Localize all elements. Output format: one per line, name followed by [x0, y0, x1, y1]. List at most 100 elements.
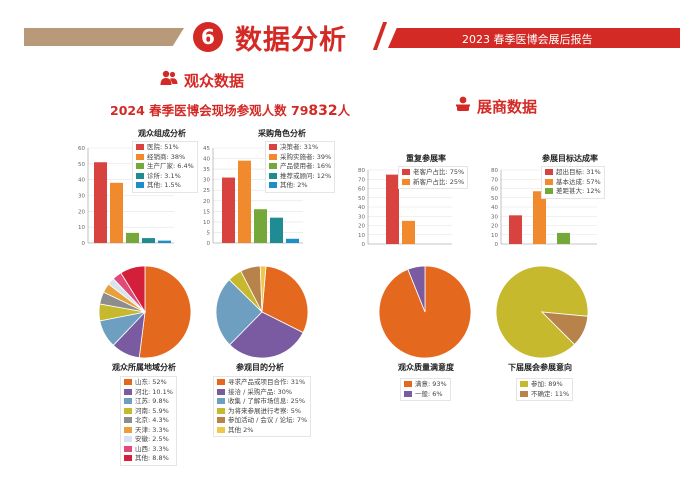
- legend-swatch: [136, 182, 144, 188]
- legend-swatch: [124, 398, 132, 404]
- legend-label: 新客户占比: 25%: [413, 177, 465, 186]
- region-chart-title: 观众所属地域分析: [112, 363, 176, 372]
- legend-swatch: [269, 163, 277, 169]
- y-tick-label: 20: [491, 224, 498, 230]
- bar-composition-0: [94, 162, 107, 243]
- slice-purpose-1: [229, 311, 304, 359]
- legend-label: 一般: 6%: [415, 389, 443, 398]
- slice-purpose-0: [261, 265, 309, 334]
- intent-chart-title: 下届展会参展意向: [508, 363, 572, 372]
- legend-label: 产品使用者: 16%: [280, 162, 332, 170]
- legend-swatch: [404, 390, 412, 397]
- report-banner: [388, 28, 680, 48]
- legend-item: 医院: 51%: [136, 143, 194, 153]
- bar-goal-2: [557, 232, 570, 244]
- repeat-legend: 老客户占比: 75% 新客户占比: 25%: [398, 166, 469, 189]
- legend-swatch: [124, 379, 132, 385]
- legend-swatch: [402, 178, 410, 185]
- bar-role-1: [238, 160, 251, 243]
- y-tick-label: 0: [207, 241, 211, 247]
- legend-item: 接洽 / 采购产品: 30%: [217, 388, 307, 398]
- y-tick-label: 10: [491, 233, 498, 239]
- legend-label: 江苏: 9.8%: [135, 397, 169, 405]
- y-tick-label: 60: [358, 187, 365, 193]
- legend-swatch: [217, 417, 225, 423]
- y-tick-label: 0: [362, 242, 366, 248]
- role-legend: 决策者: 31% 采购实施者: 39% 产品使用者: 16% 推荐或顾问: 12% 其他…: [265, 141, 336, 193]
- legend-swatch: [217, 426, 225, 433]
- slice-satisfaction-1: [407, 265, 426, 313]
- legend-swatch: [136, 163, 144, 169]
- legend-label: 为将来参展进行考察: 5%: [228, 406, 302, 415]
- legend-label: 接洽 / 采购产品: 30%: [228, 387, 293, 396]
- page-title: 数据分析: [235, 25, 347, 56]
- legend-swatch: [269, 182, 277, 188]
- purpose-legend: 寻求产品或项目合作: 31% 接洽 / 采购产品: 30% 收集 / 了解市场信息:…: [213, 376, 312, 437]
- bar-goal-0: [509, 215, 522, 244]
- legend-label: 其他 2%: [228, 425, 254, 434]
- goal-chart-title: 参展目标达成率: [542, 154, 598, 163]
- y-tick-label: 50: [78, 162, 85, 168]
- legend-item: 寻求产品或项目合作: 31%: [217, 378, 307, 388]
- legend-item: 满意: 93%: [404, 380, 447, 390]
- region-legend: 山东: 52% 河北: 10.1% 江苏: 9.8% 河南: 5.9% 北京: 4.3%…: [120, 376, 177, 466]
- legend-label: 采购实施者: 39%: [280, 152, 332, 161]
- legend-label: 经销商: 38%: [147, 152, 186, 161]
- bar-goal-1: [533, 191, 546, 244]
- y-tick-label: 20: [78, 209, 85, 215]
- legend-swatch: [136, 144, 144, 150]
- purpose-chart-title: 参观目的分析: [236, 363, 284, 372]
- legend-swatch: [269, 172, 277, 179]
- legend-label: 天津: 3.3%: [135, 425, 169, 434]
- role-chart-title: 采购角色分析: [258, 129, 306, 138]
- legend-swatch: [520, 381, 528, 387]
- y-tick-label: 40: [78, 178, 85, 184]
- legend-item: 一般: 6%: [404, 390, 447, 400]
- legend-swatch: [217, 379, 225, 385]
- bar-repeat-0: [386, 174, 399, 244]
- section-number-badge: 6: [193, 22, 223, 52]
- satisfaction-chart-title: 观众质量满意度: [398, 363, 454, 372]
- slice-purpose-5: [259, 265, 267, 313]
- legend-swatch: [136, 172, 144, 179]
- legend-label: 医院: 51%: [147, 143, 179, 151]
- legend-swatch: [124, 426, 132, 433]
- y-tick-label: 0: [495, 242, 499, 248]
- legend-label: 决策者: 31%: [280, 143, 319, 151]
- legend-item: 北京: 4.3%: [124, 416, 173, 426]
- legend-swatch: [545, 169, 553, 175]
- legend-item: 差距甚大: 12%: [545, 187, 601, 197]
- legend-label: 参加活动 / 会议 / 论坛: 7%: [228, 416, 308, 424]
- legend-swatch: [217, 398, 225, 404]
- y-tick-label: 40: [203, 157, 210, 163]
- header-decor-bar: [24, 28, 184, 46]
- y-tick-label: 10: [358, 233, 365, 239]
- legend-swatch: [404, 381, 412, 387]
- y-tick-label: 15: [203, 209, 210, 215]
- legend-swatch: [124, 417, 132, 423]
- y-tick-label: 80: [491, 168, 498, 174]
- intent-legend: 参加: 89% 不确定: 11%: [516, 378, 574, 401]
- legend-item: 河北: 10.1%: [124, 388, 173, 398]
- y-tick-label: 10: [78, 225, 85, 231]
- visitor-count-suffix: 人: [337, 103, 351, 118]
- bar-repeat-1: [402, 220, 415, 244]
- legend-swatch: [269, 144, 277, 150]
- y-tick-label: 20: [203, 199, 210, 205]
- y-tick-label: 70: [491, 177, 498, 183]
- legend-swatch: [217, 388, 225, 395]
- bar-composition-2: [126, 232, 139, 243]
- legend-item: 其他: 1.5%: [136, 181, 194, 191]
- legend-item: 老客户占比: 75%: [402, 168, 464, 178]
- legend-label: 山西: 3.3%: [135, 444, 169, 453]
- y-tick-label: 30: [491, 214, 498, 220]
- y-tick-label: 70: [358, 177, 365, 183]
- people-icon: [160, 70, 178, 90]
- purpose-pie-chart: [215, 265, 309, 359]
- legend-item: 生产厂家: 6.4%: [136, 162, 194, 172]
- legend-item: 为将来参展进行考察: 5%: [217, 407, 307, 417]
- legend-item: 收集 / 了解市场信息: 25%: [217, 397, 307, 407]
- legend-label: 差距甚大: 12%: [556, 187, 601, 195]
- legend-label: 参加: 89%: [531, 380, 563, 388]
- composition-chart-title: 观众组成分析: [138, 129, 186, 138]
